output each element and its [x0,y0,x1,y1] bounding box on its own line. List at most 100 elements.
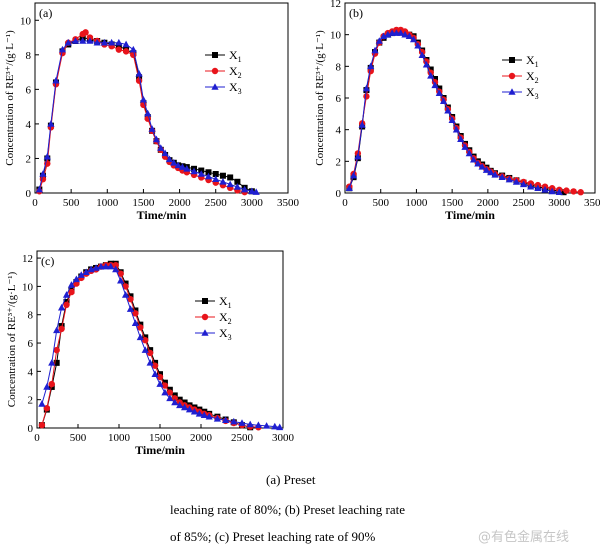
plot-frame [344,2,596,194]
plot-frame [36,250,284,429]
x-axis-label: Time/min [445,208,495,222]
data-point [213,414,221,422]
data-point [102,262,110,270]
data-point [35,185,43,193]
data-point [219,172,226,179]
data-point [43,152,51,160]
data-point [53,326,61,334]
data-point [58,45,67,53]
data-point [151,370,159,377]
y-tick-label: 4 [28,366,34,378]
data-point [205,412,213,420]
legend-label: X2 [526,69,539,85]
data-point [148,125,156,132]
data-point [263,422,271,429]
panel-label: (a) [39,6,52,20]
y-tick-label: 10 [330,30,342,42]
x-tick-label: 1500 [132,197,155,209]
data-point [252,188,260,195]
data-point [77,271,85,278]
legend-label: X1 [219,294,232,310]
data-point [227,174,234,181]
x-tick-label: 1500 [149,432,172,444]
data-point [131,319,139,327]
y-axis-label: Concentration of RE³⁺/(g·L⁻¹) [314,30,326,166]
y-tick-label: 6 [336,93,342,105]
panel-label: (b) [349,6,363,20]
data-point [190,407,199,415]
data-point [519,180,528,188]
data-point [79,37,87,44]
data-point [371,46,379,54]
y-tick-label: 2 [336,156,342,168]
data-point [38,400,46,407]
data-point [63,301,70,309]
y-tick-label: 12 [22,253,33,265]
data-point [354,152,362,160]
legend-marker [201,329,209,336]
data-point [39,175,47,183]
y-axis-label: Concentration of RE³⁺/(g·L⁻¹) [6,271,18,407]
data-point [58,303,66,311]
data-point [212,171,219,177]
figure-caption-line-1: (a) Preset [266,472,316,487]
x-tick-label: 500 [70,432,87,444]
legend-label: X3 [526,85,539,101]
data-point [122,40,130,48]
data-point [82,268,90,276]
data-point [144,109,152,117]
data-point [444,106,452,114]
legend-label: X1 [229,48,242,64]
chart-panel-c: 0 500 1000 1500 2000 2500 3000 0 2 4 6 8 10 12 Time/mi… [6,250,295,457]
data-point [64,38,72,46]
y-tick-label: 4 [26,119,32,131]
data-point [195,410,203,417]
data-point [108,38,116,46]
x-tick-label: 2500 [205,197,228,209]
data-point [38,421,46,429]
y-tick-label: 10 [20,15,32,27]
data-point [170,158,178,166]
data-point [241,185,249,193]
data-point [439,97,448,104]
data-point [527,182,535,190]
data-point [165,155,174,163]
data-point [151,362,159,369]
data-point [39,170,47,177]
data-point [136,333,144,341]
legend-marker [508,72,516,80]
x-tick-label: 3500 [584,197,600,209]
y-tick-label: 0 [28,423,34,435]
y-tick-label: 0 [26,188,32,200]
data-point [62,291,71,298]
x-tick-label: 2500 [231,432,254,444]
x-tick-label: 1000 [405,197,428,209]
data-point [577,189,584,196]
y-tick-label: 8 [26,50,32,62]
data-point [276,423,284,431]
data-point [112,265,120,273]
data-point [204,172,213,180]
data-point [457,135,465,142]
data-point [72,275,80,283]
x-tick-label: 500 [372,197,389,209]
data-point [560,189,567,196]
series-x3 [35,37,260,195]
data-point [200,411,208,419]
data-point [422,60,431,68]
data-point [146,349,154,357]
data-point [157,144,165,151]
figure-caption-line-3: of 85%; (c) Preset leaching rate of 90% [170,529,376,544]
legend-marker [201,313,209,321]
data-point [141,346,149,353]
legend-marker [202,298,208,304]
data-point [271,422,279,430]
data-point [358,121,366,128]
legend-marker [508,88,516,95]
data-point [375,37,383,44]
data-point [185,405,194,413]
data-point [512,178,521,185]
data-point [122,283,129,290]
